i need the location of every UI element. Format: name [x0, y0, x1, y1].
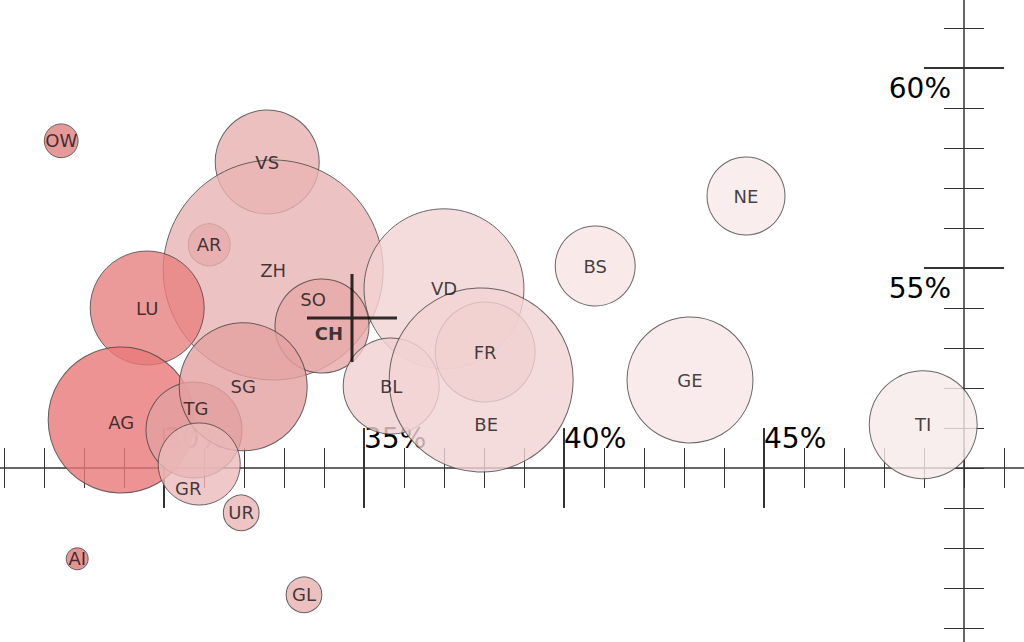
- svg-text:NE: NE: [734, 186, 759, 207]
- svg-text:SG: SG: [231, 376, 256, 397]
- svg-text:45%: 45%: [764, 422, 826, 455]
- svg-text:55%: 55%: [889, 272, 951, 305]
- svg-text:VD: VD: [431, 278, 457, 299]
- svg-text:GE: GE: [677, 370, 702, 391]
- svg-text:GL: GL: [292, 584, 316, 605]
- svg-text:BE: BE: [474, 414, 498, 435]
- svg-text:ZH: ZH: [260, 260, 286, 281]
- svg-text:AI: AI: [68, 548, 86, 569]
- svg-text:LU: LU: [136, 298, 158, 319]
- svg-text:AG: AG: [108, 412, 134, 433]
- svg-text:60%: 60%: [889, 72, 951, 105]
- svg-text:OW: OW: [45, 130, 77, 151]
- svg-text:VS: VS: [255, 152, 279, 173]
- svg-text:BS: BS: [583, 256, 606, 277]
- svg-text:40%: 40%: [564, 422, 626, 455]
- svg-text:BL: BL: [380, 376, 402, 397]
- svg-text:SO: SO: [300, 289, 326, 310]
- svg-text:TG: TG: [183, 398, 209, 419]
- svg-text:UR: UR: [228, 502, 254, 523]
- svg-text:FR: FR: [474, 342, 497, 363]
- svg-text:CH: CH: [315, 323, 343, 344]
- svg-text:TI: TI: [914, 414, 931, 435]
- svg-text:AR: AR: [197, 234, 222, 255]
- svg-text:GR: GR: [175, 478, 201, 499]
